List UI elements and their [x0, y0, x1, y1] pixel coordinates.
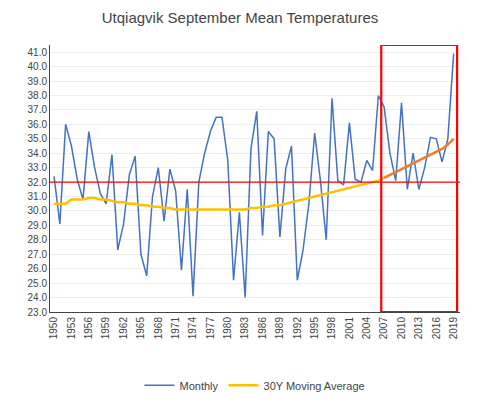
svg-text:Monthly: Monthly	[180, 380, 219, 392]
svg-text:34.0: 34.0	[28, 148, 48, 159]
svg-text:40.0: 40.0	[28, 61, 48, 72]
svg-text:Utqiagvik September Mean Tempe: Utqiagvik September Mean Temperatures	[102, 9, 379, 26]
svg-text:33.0: 33.0	[28, 162, 48, 173]
svg-text:1959: 1959	[100, 317, 111, 340]
svg-text:1992: 1992	[292, 317, 303, 340]
svg-text:31.0: 31.0	[28, 191, 48, 202]
svg-text:32.0: 32.0	[28, 177, 48, 188]
svg-text:2004: 2004	[361, 317, 372, 340]
svg-text:1956: 1956	[83, 317, 94, 340]
svg-text:1953: 1953	[66, 317, 77, 340]
svg-text:2016: 2016	[431, 317, 442, 340]
svg-text:1968: 1968	[153, 317, 164, 340]
svg-text:37.0: 37.0	[28, 104, 48, 115]
svg-text:2010: 2010	[396, 317, 407, 340]
svg-text:2013: 2013	[413, 317, 424, 340]
svg-text:1983: 1983	[239, 317, 250, 340]
svg-text:41.0: 41.0	[28, 47, 48, 58]
svg-text:28.0: 28.0	[28, 234, 48, 245]
svg-text:24.0: 24.0	[28, 292, 48, 303]
svg-text:1974: 1974	[187, 317, 198, 340]
svg-text:38.0: 38.0	[28, 90, 48, 101]
svg-text:29.0: 29.0	[28, 220, 48, 231]
svg-text:36.0: 36.0	[28, 119, 48, 130]
svg-text:26.0: 26.0	[28, 263, 48, 274]
svg-text:30.0: 30.0	[28, 205, 48, 216]
svg-text:27.0: 27.0	[28, 249, 48, 260]
svg-text:1986: 1986	[257, 317, 268, 340]
svg-text:35.0: 35.0	[28, 133, 48, 144]
svg-text:2007: 2007	[378, 317, 389, 340]
svg-text:1980: 1980	[222, 317, 233, 340]
svg-text:39.0: 39.0	[28, 76, 48, 87]
svg-text:1995: 1995	[309, 317, 320, 340]
svg-text:1989: 1989	[274, 317, 285, 340]
svg-text:1965: 1965	[135, 317, 146, 340]
svg-text:1962: 1962	[118, 317, 129, 340]
svg-text:23.0: 23.0	[28, 307, 48, 318]
svg-text:2001: 2001	[344, 317, 355, 340]
svg-text:2019: 2019	[448, 317, 459, 340]
svg-text:1998: 1998	[326, 317, 337, 340]
svg-text:25.0: 25.0	[28, 278, 48, 289]
svg-text:1971: 1971	[170, 317, 181, 340]
svg-text:30Y Moving Average: 30Y Moving Average	[264, 380, 365, 392]
svg-text:1950: 1950	[48, 317, 59, 340]
svg-text:1977: 1977	[205, 317, 216, 340]
